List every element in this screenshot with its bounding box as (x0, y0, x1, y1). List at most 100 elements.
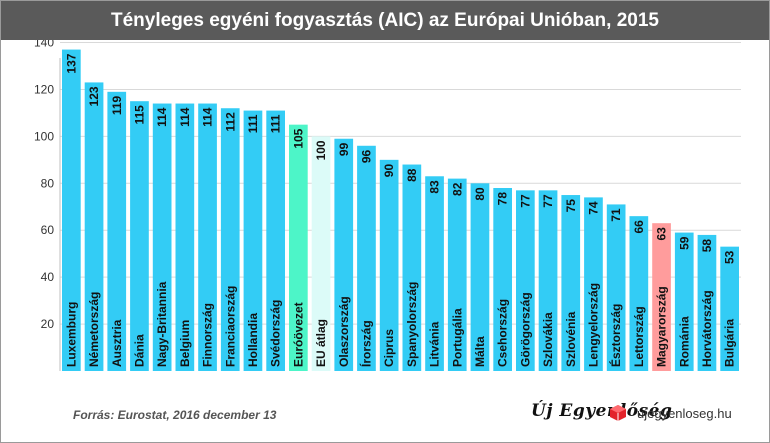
data-label: 82 (450, 182, 464, 196)
bar (538, 190, 558, 371)
category-label: Románia (677, 316, 691, 367)
data-label: 112 (223, 112, 237, 132)
bar (493, 188, 512, 371)
chart-title: Tényleges egyéni fogyasztás (AIC) az Eur… (1, 1, 769, 40)
bar-chart: 137 Luxemburg 123 Németország 119 Ausztria 115… (34, 40, 741, 372)
data-label: 114 (178, 107, 192, 127)
category-label: EU átlag (314, 319, 328, 367)
y-tick-label: 20 (41, 317, 55, 331)
data-label: 99 (337, 142, 351, 156)
category-label: Ciprus (382, 329, 396, 367)
data-label: 71 (609, 208, 623, 222)
data-label: 114 (201, 107, 215, 127)
bar (447, 178, 467, 371)
bar (561, 195, 581, 371)
data-label: 59 (677, 236, 691, 250)
data-label: 63 (655, 227, 669, 241)
brand-logo-icon (610, 405, 626, 421)
y-axis: 20 40 60 80 100 120 140 (34, 40, 61, 371)
data-label: 111 (246, 114, 260, 133)
bar (152, 103, 172, 372)
data-label: 115 (132, 105, 146, 125)
bar (629, 216, 649, 371)
data-label: 58 (700, 239, 714, 253)
category-label: Lengyelország (586, 283, 600, 367)
category-label: Lettország (632, 306, 646, 367)
bar (470, 183, 490, 371)
bar (652, 223, 671, 371)
data-label: 137 (64, 53, 78, 73)
data-label: 53 (723, 250, 737, 264)
category-label: Litvánia (428, 321, 442, 367)
bar (606, 204, 626, 371)
category-label: Belgium (178, 320, 192, 367)
data-label: 80 (473, 187, 487, 201)
data-label: 100 (314, 140, 328, 160)
bar (674, 232, 694, 371)
category-label: Németország (87, 292, 101, 367)
category-label: Svédország (269, 300, 283, 367)
bar (516, 190, 535, 371)
bar (130, 101, 149, 371)
category-label: Hollandia (246, 313, 260, 367)
bar (402, 164, 422, 371)
bar (175, 103, 195, 372)
category-label: Portugália (450, 308, 464, 367)
data-label: 96 (359, 149, 373, 163)
bar (62, 49, 81, 371)
data-label: 77 (541, 194, 555, 208)
bar (311, 136, 331, 371)
bar (220, 108, 240, 371)
data-label: 74 (586, 201, 600, 215)
bar (243, 110, 263, 372)
y-tick-label: 120 (34, 82, 54, 96)
category-label: Olaszország (337, 296, 351, 367)
y-tick-label: 60 (41, 223, 55, 237)
bar (198, 103, 217, 372)
bar (357, 145, 376, 371)
bar (584, 197, 603, 371)
category-label: Görögország (518, 292, 532, 367)
category-label: Bulgária (723, 319, 737, 367)
data-label: 123 (87, 86, 101, 106)
y-tick-label: 100 (34, 129, 54, 143)
bar (84, 82, 104, 371)
data-label: 77 (518, 194, 532, 208)
y-tick-label: 40 (41, 270, 55, 284)
category-label: Szlovákia (541, 312, 555, 367)
category-label: Málta (473, 336, 487, 367)
category-label: Ausztria (110, 319, 124, 367)
site-link[interactable]: ujegyenloseg.hu (637, 406, 732, 421)
category-label: Magyarország (655, 286, 669, 367)
category-label: Észtország (608, 304, 623, 367)
category-label: Nagy-Britannia (155, 281, 169, 367)
source-note: Forrás: Eurostat, 2016 december 13 (73, 408, 277, 422)
bar (425, 176, 444, 371)
data-label: 88 (405, 168, 419, 182)
y-tick-label: 140 (34, 40, 54, 50)
data-label: 83 (428, 180, 442, 194)
bars: 137 Luxemburg 123 Németország 119 Ausztria 115… (62, 49, 739, 372)
bar (697, 234, 717, 371)
y-tick-label: 80 (41, 176, 55, 190)
data-label: 105 (291, 128, 305, 148)
bar (379, 159, 399, 371)
category-label: Franciaország (223, 286, 237, 367)
category-label: Csehország (496, 299, 510, 367)
category-label: Szlovénia (564, 311, 578, 367)
data-label: 66 (632, 220, 646, 234)
data-label: 75 (564, 199, 578, 213)
category-label: Horvátország (700, 290, 714, 367)
category-label: Spanyolország (405, 282, 419, 367)
data-label: 119 (110, 95, 124, 115)
category-label: Finnország (201, 303, 215, 367)
gridlines (60, 42, 741, 325)
category-label: Luxemburg (64, 302, 78, 367)
bar (289, 124, 308, 372)
bar (266, 110, 285, 372)
bar (107, 91, 127, 372)
data-label: 111 (269, 114, 283, 133)
category-label: Írország (358, 320, 373, 367)
data-label: 90 (382, 164, 396, 178)
